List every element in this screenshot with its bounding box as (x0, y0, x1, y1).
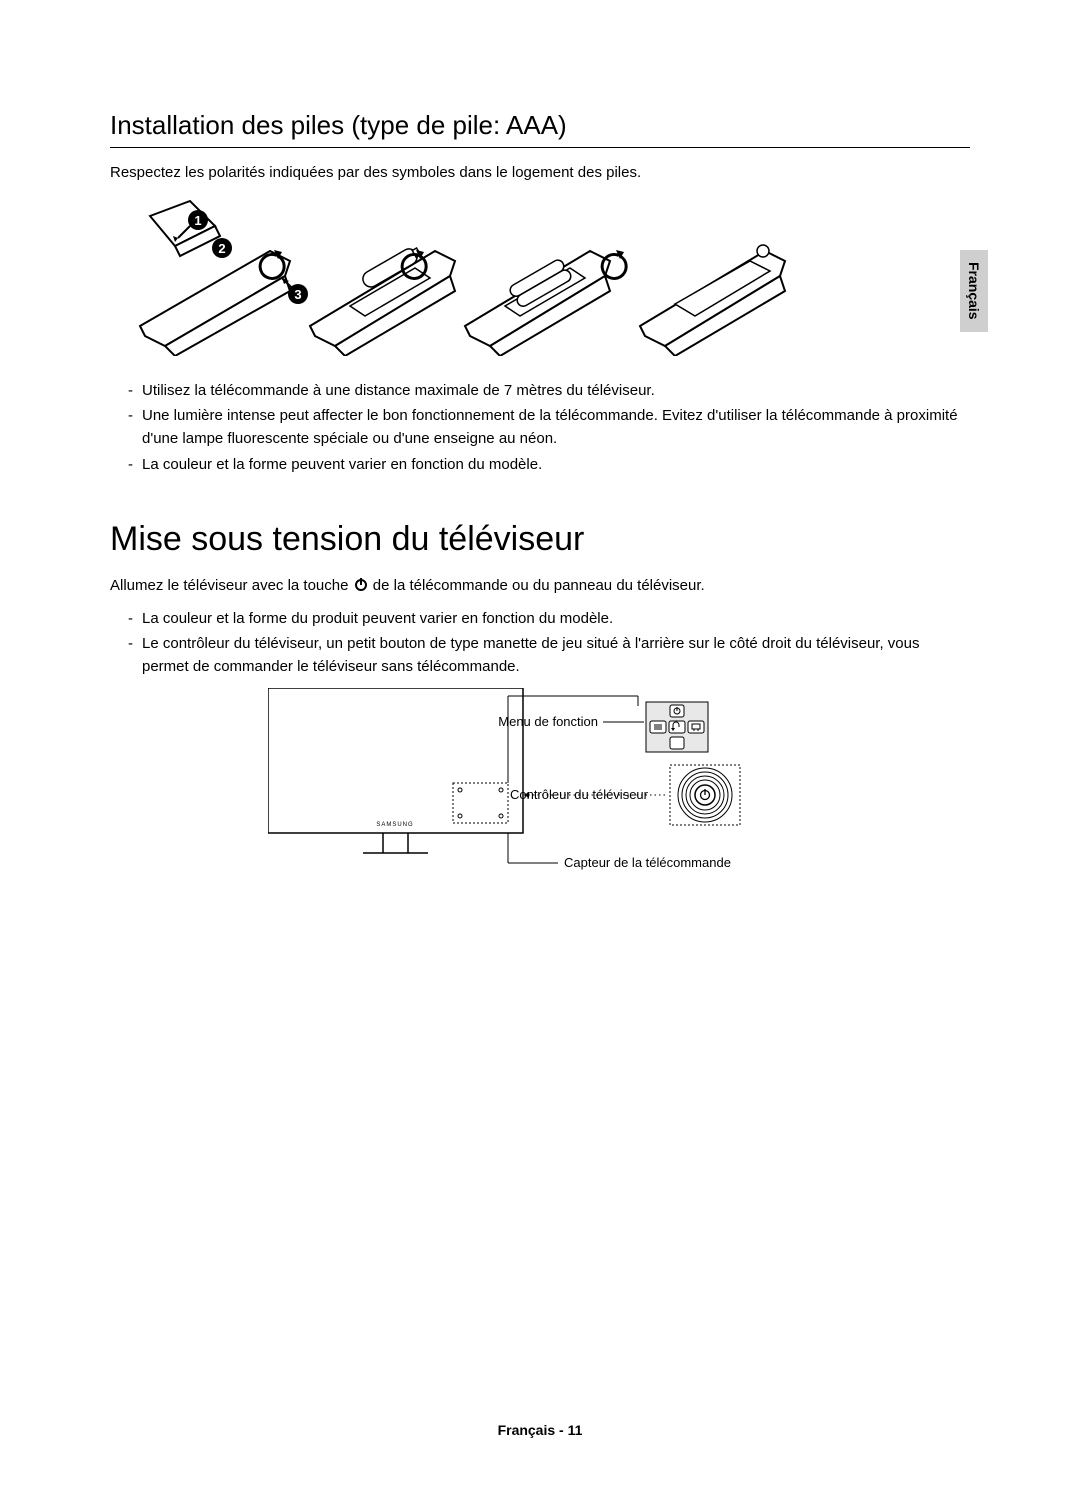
intro-pre: Allumez le téléviseur avec la touche (110, 577, 353, 594)
sensor-label: Capteur de la télécommande (564, 855, 731, 870)
brand-text: SAMSUNG (376, 822, 413, 828)
footer-separator: - (559, 1422, 568, 1438)
intro-post: de la télécommande ou du panneau du télé… (373, 577, 705, 594)
section-battery-bullets: Utilisez la télécommande à une distance … (110, 379, 970, 476)
section-power-intro: Allumez le téléviseur avec la touche de … (110, 575, 970, 597)
language-tab: Français (960, 250, 988, 332)
section-battery-intro: Respectez les polarités indiquées par de… (110, 162, 970, 184)
section-battery-heading: Installation des piles (type de pile: AA… (110, 110, 970, 148)
callout-1: 1 (194, 213, 201, 228)
bullet-item: La couleur et la forme peuvent varier en… (128, 453, 970, 476)
tv-diagram: SAMSUNG Menu de fonction (268, 688, 970, 913)
power-icon (353, 576, 369, 592)
bullet-item: Une lumière intense peut affecter le bon… (128, 404, 970, 451)
callout-3: 3 (294, 287, 301, 302)
bullet-item: La couleur et la forme du produit peuven… (128, 607, 970, 630)
section-power-bullets: La couleur et la forme du produit peuven… (110, 607, 970, 679)
bullet-item: Utilisez la télécommande à une distance … (128, 379, 970, 402)
footer-language: Français (498, 1422, 556, 1438)
bullet-item: Le contrôleur du téléviseur, un petit bo… (128, 632, 970, 679)
battery-illustration: 1 2 3 (110, 196, 970, 361)
menu-label: Menu de fonction (498, 714, 598, 729)
callout-2: 2 (218, 241, 225, 256)
page-footer: Français - 11 (0, 1422, 1080, 1438)
footer-page: 11 (568, 1422, 583, 1438)
section-power-heading: Mise sous tension du téléviseur (110, 520, 970, 559)
